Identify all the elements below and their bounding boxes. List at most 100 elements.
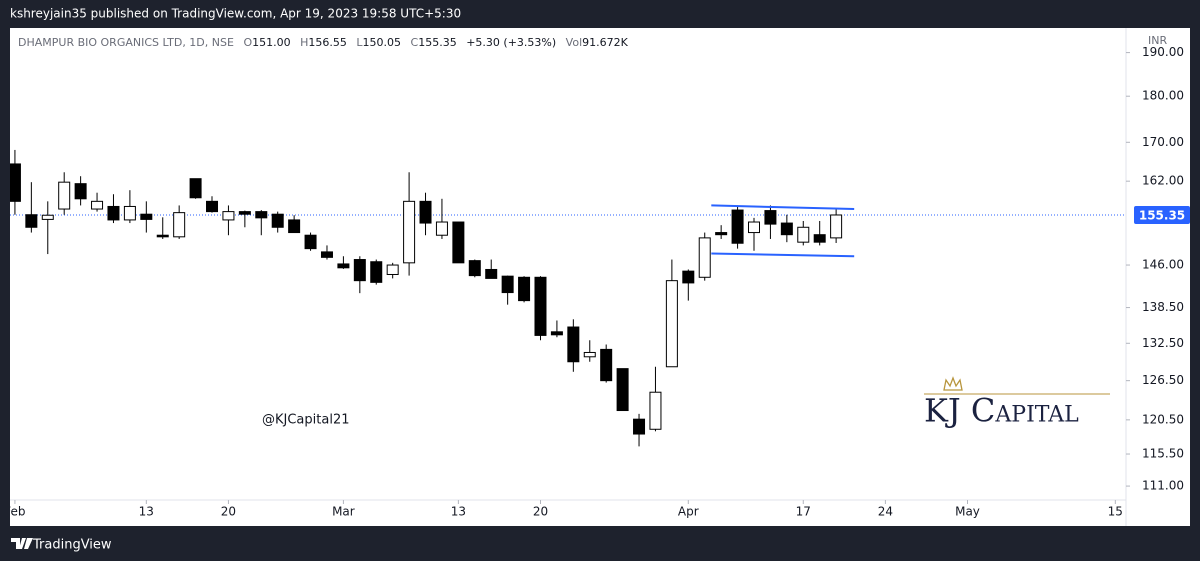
o-value: 151.00 bbox=[252, 36, 291, 49]
candle-body bbox=[501, 275, 514, 294]
y-tick-label: 126.50 bbox=[1142, 373, 1184, 387]
candle-body bbox=[813, 234, 826, 243]
candle-body bbox=[468, 260, 481, 277]
candle-body bbox=[682, 270, 695, 284]
logo-text: KJ Capital bbox=[924, 392, 1079, 430]
vol-label: Vol bbox=[566, 36, 582, 49]
candle-body bbox=[74, 183, 87, 200]
x-tick-label: Mar bbox=[332, 505, 355, 519]
candle-body bbox=[370, 261, 383, 283]
logo: KJ Capital bbox=[924, 376, 1110, 430]
x-tick-label: 17 bbox=[796, 505, 811, 519]
tv-icon bbox=[11, 538, 33, 549]
y-tick-label: 120.50 bbox=[1142, 412, 1184, 426]
candle-body bbox=[534, 276, 547, 336]
h-value: 156.55 bbox=[308, 36, 347, 49]
y-tick-label: 162.00 bbox=[1142, 174, 1184, 188]
candle-body bbox=[403, 200, 416, 264]
vol-value: 91.672K bbox=[582, 36, 628, 49]
crown bbox=[943, 376, 963, 391]
y-tick-label: 170.00 bbox=[1142, 135, 1184, 149]
candle-body bbox=[206, 200, 219, 213]
y-tick-label: 115.50 bbox=[1142, 447, 1184, 461]
candle-body bbox=[271, 213, 284, 228]
candle-body bbox=[91, 200, 104, 210]
x-tick-label: Apr bbox=[678, 505, 699, 519]
candle-body bbox=[238, 211, 251, 215]
candle-body bbox=[337, 263, 350, 269]
c-label: C bbox=[411, 36, 419, 49]
candle-body bbox=[830, 214, 843, 239]
candle-body bbox=[25, 214, 38, 228]
trendline bbox=[711, 204, 855, 211]
candle-body bbox=[156, 234, 169, 238]
candle-body bbox=[419, 200, 432, 224]
last-price-label: 155.35 bbox=[1139, 208, 1185, 222]
symbol: DHAMPUR BIO ORGANICS LTD, 1D, NSE bbox=[18, 36, 234, 49]
candle-body bbox=[731, 209, 744, 244]
candle-body bbox=[107, 205, 120, 221]
y-tick-label: 132.50 bbox=[1142, 336, 1184, 350]
candle-body bbox=[633, 418, 646, 435]
publish-info: kshreyjain35 published on TradingView.co… bbox=[10, 7, 461, 21]
c-value: 155.35 bbox=[418, 36, 457, 49]
l-label: L bbox=[356, 36, 363, 49]
x-tick-label: 13 bbox=[139, 505, 154, 519]
x-tick-label: 20 bbox=[221, 505, 236, 519]
candle-body bbox=[567, 326, 580, 363]
h-label: H bbox=[300, 36, 308, 49]
y-tick-label: 111.00 bbox=[1142, 479, 1184, 493]
x-tick-label: 13 bbox=[451, 505, 466, 519]
legend: DHAMPUR BIO ORGANICS LTD, 1D, NSE O151.0… bbox=[18, 36, 629, 49]
candle-body bbox=[715, 232, 728, 236]
change: +5.30 (+3.53%) bbox=[466, 36, 556, 49]
x-tick-label: 24 bbox=[878, 505, 893, 519]
candle-body bbox=[173, 212, 186, 238]
candle-body bbox=[41, 214, 54, 220]
candle-body bbox=[140, 213, 153, 220]
candle-body bbox=[665, 280, 678, 368]
candle-body bbox=[764, 210, 777, 225]
candle-body bbox=[435, 221, 448, 236]
candle-body bbox=[304, 234, 317, 250]
x-tick-label: May bbox=[955, 505, 980, 519]
currency: INR bbox=[1148, 34, 1167, 47]
y-tick-label: 180.00 bbox=[1142, 89, 1184, 103]
l-value: 150.05 bbox=[363, 36, 402, 49]
candle-body bbox=[698, 237, 711, 278]
candle-body bbox=[386, 264, 399, 275]
candle-body bbox=[452, 221, 465, 264]
o-label: O bbox=[243, 36, 252, 49]
candle-body bbox=[485, 268, 498, 279]
candle-body bbox=[288, 219, 301, 234]
watermark: @KJCapital21 bbox=[262, 413, 349, 428]
last-price-box bbox=[1134, 205, 1190, 224]
x-tick-label: 20 bbox=[533, 505, 548, 519]
candle-body bbox=[583, 351, 596, 358]
y-tick-label: 190.00 bbox=[1142, 45, 1184, 59]
candle-body bbox=[222, 211, 235, 221]
candle-body bbox=[123, 205, 136, 221]
candle-body bbox=[600, 348, 613, 382]
candle-body bbox=[780, 222, 793, 236]
y-tick-label: 138.50 bbox=[1142, 300, 1184, 314]
candle-body bbox=[189, 178, 202, 199]
y-tick-label: 146.00 bbox=[1142, 258, 1184, 272]
candle-body bbox=[649, 391, 662, 430]
candle-body bbox=[320, 251, 333, 258]
trendline bbox=[711, 252, 855, 258]
chart-panel bbox=[10, 28, 1190, 526]
candle-body bbox=[616, 368, 629, 412]
candle-body bbox=[353, 259, 366, 282]
candle-body bbox=[797, 226, 810, 243]
candle-body bbox=[748, 221, 760, 234]
footer: TradingView bbox=[11, 538, 112, 553]
candle-body bbox=[58, 181, 71, 210]
candle-body bbox=[255, 211, 268, 219]
candle-body bbox=[518, 276, 531, 302]
candles bbox=[10, 149, 1126, 447]
x-tick-label: Feb bbox=[4, 505, 25, 519]
x-tick-label: 15 bbox=[1108, 505, 1123, 519]
